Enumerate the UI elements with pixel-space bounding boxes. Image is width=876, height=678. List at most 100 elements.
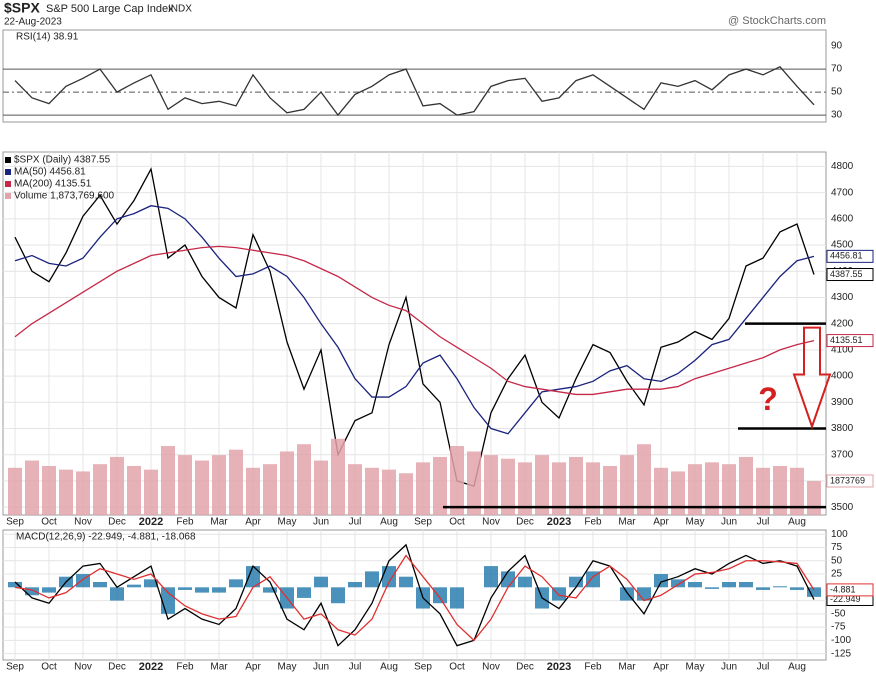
y-tick-label: -100 [831, 635, 851, 646]
last-value-label: 1873769 [830, 475, 865, 485]
y-tick-label: -50 [831, 608, 846, 619]
bar [314, 576, 328, 588]
last-value-box [826, 583, 874, 597]
legend-swatch [5, 181, 11, 187]
bar [773, 465, 787, 515]
y-tick-label: 3700 [831, 449, 854, 460]
series-line [14, 205, 815, 435]
x-tick-label: Jul [757, 662, 770, 673]
legend-swatch [5, 169, 11, 175]
bar [229, 449, 243, 515]
bar [450, 587, 464, 609]
x-tick-label: Dec [516, 662, 534, 673]
bar [569, 456, 583, 515]
bar [756, 587, 770, 590]
bar [246, 566, 260, 588]
x-tick-label: Sep [414, 517, 432, 528]
bar [331, 587, 345, 604]
panel-title: MACD(12,26,9) -22.949, -4.881, -18.068 [16, 532, 196, 543]
y-tick-label: 30 [831, 110, 843, 121]
series-line [14, 543, 815, 647]
bar [637, 587, 651, 601]
bar [807, 587, 821, 597]
last-value-label: -4.881 [830, 584, 856, 594]
bar [484, 566, 498, 588]
x-tick-label: Feb [176, 517, 194, 528]
bar [195, 587, 209, 593]
bar [518, 576, 532, 588]
x-tick-label: Mar [210, 517, 228, 528]
x-tick-label: Jun [721, 517, 737, 528]
bar [263, 464, 277, 515]
x-tick-label: Sep [414, 662, 432, 673]
bar [365, 467, 379, 515]
x-tick-label: Jul [757, 517, 770, 528]
bar [433, 456, 447, 515]
bar [399, 576, 413, 588]
bar [178, 455, 192, 515]
x-tick-label: Feb [584, 662, 602, 673]
x-tick-label: Oct [449, 517, 465, 528]
x-tick-label: Dec [108, 517, 126, 528]
bar [450, 446, 464, 515]
x-tick-label: Sep [6, 517, 24, 528]
bar [161, 587, 175, 614]
x-tick-label: Apr [653, 517, 669, 528]
x-tick-label: Sep [6, 662, 24, 673]
bar [110, 587, 124, 601]
x-tick-label: Oct [41, 517, 57, 528]
y-tick-label: 70 [831, 64, 843, 75]
bar [671, 579, 685, 588]
series-line [14, 245, 815, 396]
x-tick-label: Apr [245, 662, 261, 673]
y-tick-label: 4300 [831, 292, 854, 303]
bar [416, 462, 430, 515]
last-value-label: -22.949 [830, 594, 861, 604]
bar [76, 471, 90, 515]
bar [246, 467, 260, 515]
x-tick-label: Jul [349, 662, 362, 673]
bar [8, 582, 22, 588]
x-tick-label: May [278, 517, 297, 528]
x-tick-label: Jul [349, 517, 362, 528]
last-value-label: 4135.51 [830, 335, 863, 345]
bar [603, 465, 617, 515]
y-tick-label: 4800 [831, 161, 854, 172]
bar [688, 464, 702, 515]
y-tick-label: 3900 [831, 397, 854, 408]
x-tick-label: Jun [313, 517, 329, 528]
y-tick-label: 75 [831, 542, 843, 553]
bar [382, 566, 396, 588]
bar [144, 469, 158, 515]
panel-title: RSI(14) 38.91 [16, 32, 79, 43]
bar [586, 462, 600, 515]
x-tick-label: Feb [176, 662, 194, 673]
panel-frame [2, 529, 827, 661]
bar [501, 458, 515, 515]
bar [688, 582, 702, 588]
x-tick-label: Mar [210, 662, 228, 673]
bar [212, 455, 226, 515]
date: 22-Aug-2023 [4, 17, 62, 28]
bar [739, 456, 753, 515]
bar [552, 462, 566, 515]
bar [569, 576, 583, 588]
bar [586, 571, 600, 588]
exchange: INDX [168, 4, 192, 15]
last-value-box [826, 268, 874, 282]
y-tick-label: 3500 [831, 502, 854, 513]
panel-frame [2, 29, 827, 123]
last-value-box [826, 334, 874, 348]
bar [382, 469, 396, 515]
bar [620, 455, 634, 515]
x-tick-label: 2022 [139, 516, 163, 528]
bar [790, 587, 804, 590]
bar [365, 571, 379, 588]
legend-entry: MA(50) 4456.81 [14, 167, 86, 178]
last-value-label: 4456.81 [830, 251, 863, 261]
bar [127, 584, 141, 588]
x-tick-label: May [278, 662, 297, 673]
panel-frame [2, 151, 827, 516]
bar [722, 582, 736, 588]
bar [705, 587, 719, 589]
